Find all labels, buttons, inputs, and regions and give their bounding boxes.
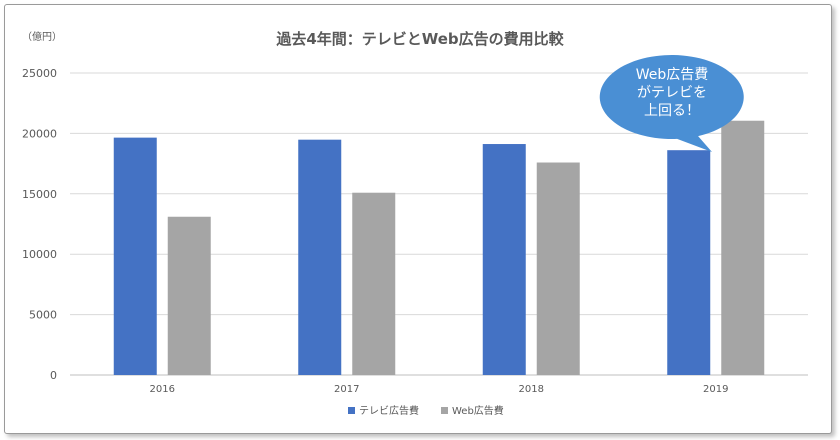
bar-web-2018 [536, 162, 580, 375]
y-tick-label: 5000 [29, 309, 57, 322]
x-tick-label: 2016 [150, 384, 175, 395]
legend-label: Web広告費 [452, 404, 504, 417]
bar-tv-2016 [113, 137, 157, 375]
bars [113, 120, 765, 375]
bar-tv-2018 [482, 144, 526, 375]
bar-web-2016 [167, 216, 211, 375]
x-tick-label: 2018 [519, 384, 544, 395]
chart-title: 過去4年間：テレビとWeb広告の費用比較 [275, 30, 564, 48]
callout-line-2: がテレビを [637, 85, 707, 101]
legend-label: テレビ広告費 [359, 404, 419, 417]
legend-swatch [441, 407, 448, 414]
bar-tv-2017 [298, 139, 342, 375]
bar-tv-2019 [667, 150, 711, 375]
callout-bubble [599, 55, 744, 152]
x-tick-label: 2017 [334, 384, 359, 395]
y-tick-label: 10000 [22, 248, 57, 261]
legend-swatch [348, 407, 355, 414]
x-tick-label: 2019 [703, 384, 728, 395]
y-tick-label: 15000 [22, 188, 57, 201]
legend: テレビ広告費 Web広告費 [348, 404, 504, 417]
callout-line-1: Web広告費 [636, 67, 709, 83]
y-axis-ticks: 0 5000 10000 15000 20000 25000 [22, 67, 57, 382]
y-tick-label: 20000 [22, 127, 57, 140]
x-axis-ticks: 2016 2017 2018 2019 [150, 384, 729, 395]
callout-line-3: 上回る！ [644, 103, 700, 119]
bar-web-2019 [721, 120, 765, 375]
bar-web-2017 [352, 192, 396, 375]
y-tick-label: 0 [50, 369, 57, 382]
y-axis-unit: （億円） [22, 30, 62, 43]
y-tick-label: 25000 [22, 67, 57, 80]
callout-annotation: Web広告費 がテレビを 上回る！ [599, 55, 744, 152]
